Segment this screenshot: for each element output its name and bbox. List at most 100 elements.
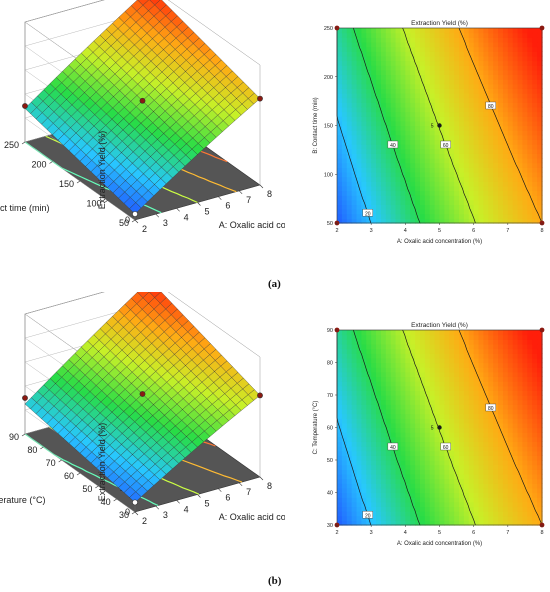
contour-cell bbox=[429, 181, 436, 187]
contour-cell bbox=[337, 390, 343, 396]
contour-cell bbox=[459, 83, 465, 89]
contour-cell bbox=[449, 185, 455, 192]
contour-cell bbox=[517, 367, 524, 373]
contour-cell bbox=[346, 32, 353, 38]
contour-cell bbox=[385, 171, 392, 178]
contour-cell bbox=[400, 144, 406, 150]
contour-cell bbox=[400, 116, 406, 122]
contour-cell bbox=[527, 167, 533, 173]
contour-cell bbox=[488, 148, 494, 154]
contour-cell bbox=[449, 362, 455, 368]
contour-cell bbox=[410, 218, 416, 224]
contour-cell bbox=[341, 371, 348, 378]
contour-cell bbox=[463, 185, 470, 192]
contour-cell bbox=[478, 395, 485, 401]
contour-cell bbox=[449, 390, 455, 396]
contour-cell bbox=[410, 79, 416, 85]
contour-cell bbox=[498, 106, 504, 113]
contour-cell bbox=[502, 343, 509, 350]
contour-cell bbox=[517, 501, 524, 508]
contour-cell bbox=[493, 93, 499, 99]
contour-cell bbox=[488, 334, 494, 340]
contour-cell bbox=[351, 88, 358, 94]
contour-cell bbox=[537, 408, 543, 415]
contour-cell bbox=[517, 74, 524, 80]
contour-cell bbox=[483, 334, 489, 340]
contour-cell bbox=[537, 367, 543, 373]
contour-cell bbox=[395, 65, 402, 71]
contour-cell bbox=[537, 450, 543, 456]
contour-cell bbox=[522, 515, 528, 521]
contour-cell bbox=[502, 93, 509, 99]
contour-cell bbox=[444, 106, 450, 113]
contour-cell bbox=[346, 185, 353, 192]
contour-cell bbox=[351, 106, 358, 113]
contour-cell bbox=[395, 74, 402, 80]
contour-cell bbox=[356, 376, 363, 382]
contour-cell bbox=[537, 51, 543, 57]
contour-cell bbox=[444, 343, 450, 350]
contour-cell bbox=[527, 371, 533, 378]
contour-cell bbox=[390, 28, 397, 34]
contour-cell bbox=[502, 134, 509, 141]
contour-cell bbox=[400, 125, 406, 131]
contour-cell bbox=[356, 381, 363, 387]
contour-cell bbox=[351, 111, 358, 117]
contour-cell bbox=[512, 158, 519, 164]
contour-cell bbox=[380, 501, 387, 508]
contour-cell bbox=[410, 120, 416, 127]
contour-cell bbox=[395, 348, 402, 354]
contour-cell bbox=[424, 28, 431, 34]
contour-cell bbox=[366, 497, 372, 503]
contour-cell bbox=[473, 330, 480, 336]
contour-cell bbox=[405, 441, 411, 447]
contour-cell bbox=[439, 492, 445, 498]
y-tick-mark bbox=[76, 180, 81, 184]
contour-cell bbox=[390, 41, 397, 48]
contour-cell bbox=[517, 497, 524, 503]
contour-cell bbox=[356, 483, 363, 489]
contour-cell bbox=[415, 404, 421, 410]
y-tick-label: 60 bbox=[327, 426, 333, 432]
contour-cell bbox=[522, 390, 528, 396]
contour-cell bbox=[498, 74, 504, 80]
contour-cell bbox=[371, 55, 377, 62]
contour-cell bbox=[459, 204, 465, 210]
contour-cell bbox=[434, 181, 441, 187]
contour-cell bbox=[439, 436, 445, 443]
contour-cell bbox=[390, 464, 397, 470]
contour-cell bbox=[449, 120, 455, 127]
contour-label-box bbox=[440, 140, 451, 149]
contour-cell bbox=[488, 69, 494, 76]
contour-cell bbox=[459, 441, 465, 447]
x-tick-mark bbox=[259, 476, 264, 481]
y-tick-label: 200 bbox=[324, 75, 333, 81]
contour-cell bbox=[483, 167, 489, 173]
contour-cell bbox=[341, 330, 348, 336]
contour-cell bbox=[366, 144, 372, 150]
contour-cell bbox=[415, 28, 421, 34]
contour-cell bbox=[341, 51, 348, 57]
x-tick-label: 3 bbox=[370, 228, 373, 234]
contour-cell bbox=[410, 195, 416, 201]
contour-cell bbox=[415, 111, 421, 117]
contour-cell bbox=[405, 413, 411, 419]
contour-cell bbox=[410, 357, 416, 364]
contour-cell bbox=[410, 111, 416, 117]
contour-cell bbox=[400, 441, 406, 447]
contour-cell bbox=[498, 339, 504, 345]
contour-cell bbox=[459, 520, 465, 526]
contour-cell bbox=[356, 171, 363, 178]
contour-cell bbox=[424, 185, 431, 192]
contour-cell bbox=[473, 32, 480, 38]
contour-cell bbox=[459, 487, 465, 494]
contour-cell bbox=[400, 464, 406, 470]
contour-cell bbox=[405, 371, 411, 378]
contour-cell bbox=[517, 162, 524, 168]
contour-cell bbox=[527, 497, 533, 503]
contour-cell bbox=[341, 487, 348, 494]
contour-cell bbox=[449, 51, 455, 57]
contour-cell bbox=[512, 446, 519, 452]
x-tick-mark bbox=[218, 488, 222, 492]
contour-cell bbox=[517, 148, 524, 154]
